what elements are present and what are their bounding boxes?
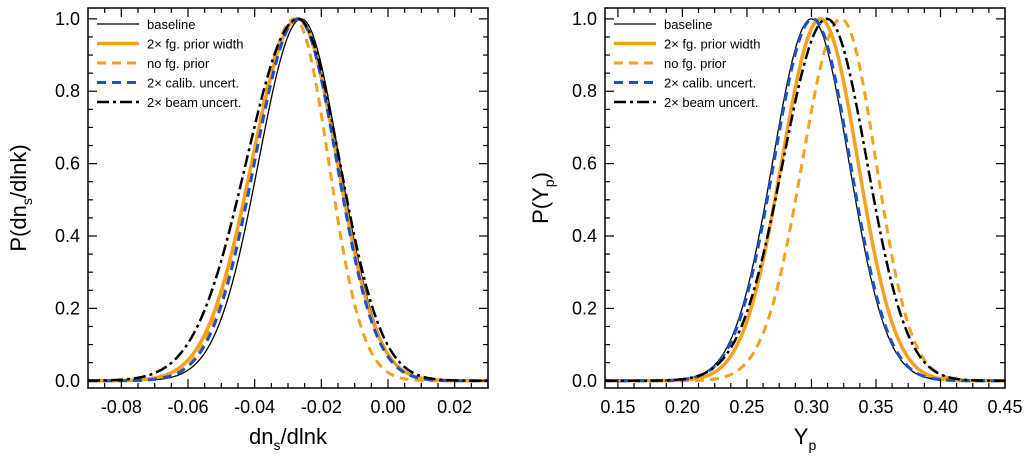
x-axis-title-rest: /dlnk (281, 424, 328, 449)
x-tick-label: 0.30 (794, 397, 829, 417)
y-tick-label: 0.0 (572, 371, 597, 391)
y-tick-label: 1.0 (55, 9, 80, 29)
y-tick-label: 0.8 (572, 81, 597, 101)
y-tick-label: 1.0 (572, 9, 597, 29)
x-axis-title-main: dn (249, 424, 273, 449)
series-line-2x-beam-uncert (605, 17, 1005, 383)
legend-label-2x-fg-prior-width: 2× fg. prior width (664, 37, 760, 52)
x-tick-label: -0.02 (301, 397, 342, 417)
y-tick-label: 0.4 (55, 226, 80, 246)
plot-frame (604, 7, 1006, 389)
y-axis-title-pre: P(dn (6, 205, 31, 251)
x-axis-title: dns/dlnk (249, 424, 328, 453)
series-line-2x-calib-uncert (88, 17, 488, 383)
curves (605, 17, 1005, 383)
y-axis-title: P(dns/dlnk) (6, 144, 35, 251)
y-tick-label: 0.0 (55, 371, 80, 391)
series-line-baseline (605, 18, 1005, 382)
x-axis-title-main: Y (794, 424, 809, 449)
x-axis-title: Yp (794, 424, 817, 453)
y-axis-title-post: ) (528, 172, 553, 179)
legend-label-no-fg-prior: no fg. prior (664, 56, 727, 71)
legend-label-no-fg-prior: no fg. prior (147, 56, 210, 71)
series-line-2x-beam-uncert (88, 17, 488, 382)
series-line-2x-calib-uncert (605, 17, 1005, 383)
x-tick-label: 0.15 (600, 397, 635, 417)
y-tick-label: 0.2 (572, 298, 597, 318)
legend-label-2x-beam-uncert: 2× beam uncert. (147, 95, 241, 110)
x-tick-label: 0.02 (437, 397, 472, 417)
legend-label-2x-beam-uncert: 2× beam uncert. (664, 95, 758, 110)
x-tick-label: 0.20 (665, 397, 700, 417)
y-tick-label: 0.8 (55, 81, 80, 101)
legend-label-2x-calib-uncert: 2× calib. uncert. (664, 76, 756, 91)
y-tick-label: 0.4 (572, 226, 597, 246)
series-line-baseline (88, 18, 488, 382)
x-tick-label: -0.04 (234, 397, 275, 417)
yp-panel: 0.15 0.20 0.25 0.30 0.35 0.40 0.45 0.0 0.2 0.4 0.6… (528, 7, 1023, 453)
legend: baseline 2× fg. prior width no fg. prior 2×… (614, 17, 760, 110)
series-line-no-fg-prior (88, 17, 488, 383)
x-tick-label: 0.35 (858, 397, 893, 417)
legend-label-2x-fg-prior-width: 2× fg. prior width (147, 37, 243, 52)
x-tick-label: -0.06 (167, 397, 208, 417)
y-axis-title-sub: s (19, 198, 35, 205)
legend-label-baseline: baseline (664, 17, 712, 32)
x-tick-label: 0.45 (987, 397, 1022, 417)
y-axis-title-sub: p (541, 179, 557, 187)
y-tick-label: 0.2 (55, 298, 80, 318)
y-tick-label: 0.6 (572, 154, 597, 174)
series-line-2x-fg-prior-width (605, 17, 1005, 383)
legend-label-baseline: baseline (147, 17, 195, 32)
x-axis-title-sub: p (808, 437, 816, 453)
x-tick-label: -0.08 (101, 397, 142, 417)
x-tick-label: 0.40 (923, 397, 958, 417)
x-axis-title-sub: s (274, 437, 281, 453)
dns-dlnk-panel: -0.08 -0.06 -0.04 -0.02 0.00 0.02 0.0 0.2 0.4 0.6… (6, 7, 489, 453)
series-line-2x-fg-prior-width (88, 17, 488, 383)
legend-label-2x-calib-uncert: 2× calib. uncert. (147, 76, 239, 91)
series-line-no-fg-prior (605, 17, 1005, 383)
y-axis-title-post: /dlnk) (6, 144, 31, 198)
x-tick-label: 0.00 (370, 397, 405, 417)
legend: baseline 2× fg. prior width no fg. prior 2×… (97, 17, 243, 110)
curves (88, 17, 488, 383)
y-tick-label: 0.6 (55, 154, 80, 174)
x-tick-label: 0.25 (729, 397, 764, 417)
y-axis-title-pre: P(Y (528, 187, 553, 224)
y-axis-title: P(Yp) (528, 172, 557, 224)
